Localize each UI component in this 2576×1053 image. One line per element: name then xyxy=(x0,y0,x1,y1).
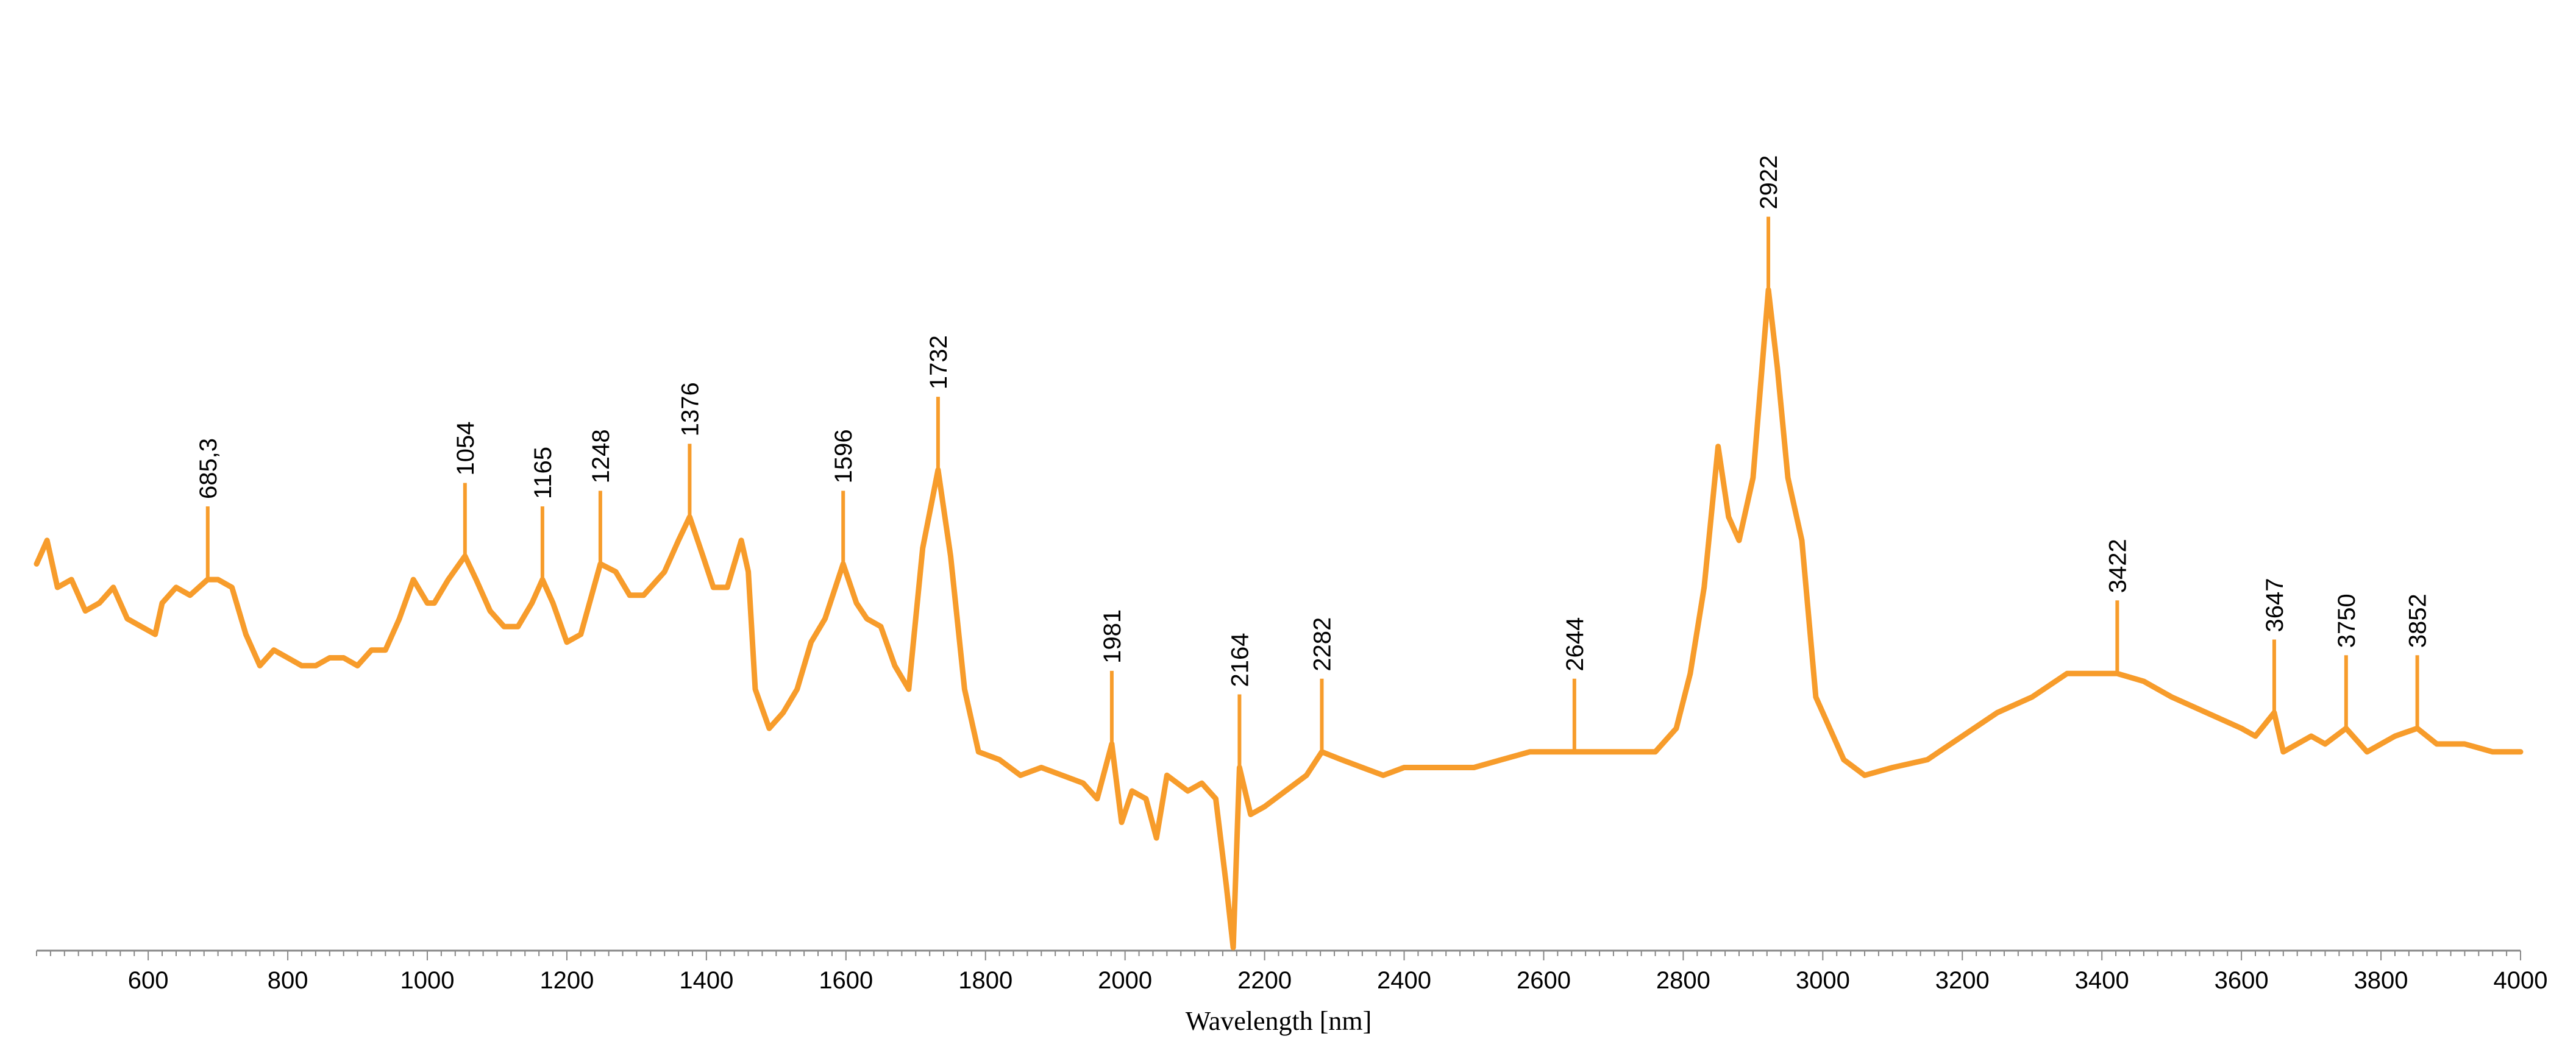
peak-label: 1248 xyxy=(588,429,614,483)
spectrum-line xyxy=(34,287,2524,951)
x-tick-label: 3200 xyxy=(1935,967,1990,994)
peak-label: 3647 xyxy=(2261,578,2288,633)
x-tick-label: 1600 xyxy=(819,967,873,994)
peak-label: 3750 xyxy=(2333,594,2360,648)
x-tick-label: 2600 xyxy=(1517,967,1571,994)
x-tick-label: 800 xyxy=(268,967,308,994)
peak-label: 2644 xyxy=(1562,617,1589,672)
x-tick-label: 1400 xyxy=(679,967,733,994)
x-tick-label: 2000 xyxy=(1098,967,1152,994)
peak-label: 1165 xyxy=(530,447,557,499)
x-tick-label: 2800 xyxy=(1656,967,1710,994)
peak-label: 3852 xyxy=(2405,594,2432,648)
x-tick-label: 3400 xyxy=(2075,967,2129,994)
peak-label: 3422 xyxy=(2104,539,2131,593)
peak-label: 1732 xyxy=(925,335,952,389)
peak-annotations: 685,3 1054 1165 1248 1376 1596 1732 1981 2164 228… xyxy=(195,155,2432,768)
peak-label: 1596 xyxy=(830,429,857,483)
peak-label: 1376 xyxy=(677,382,703,436)
peak-label: 2164 xyxy=(1226,633,1253,687)
x-axis-label: Wavelength [nm] xyxy=(1186,1006,1372,1036)
peak-label: 685,3 xyxy=(195,438,222,499)
peak-label: 2282 xyxy=(1309,617,1336,672)
peak-label: 1054 xyxy=(452,422,479,476)
peak-label: 2922 xyxy=(1756,155,1782,210)
x-axis: 600 800 1000 1200 1400 1600 1800 2000 2200 2400 26… xyxy=(36,949,2548,994)
x-tick-label: 2200 xyxy=(1237,967,1292,994)
x-tick-label: 1200 xyxy=(539,967,594,994)
x-tick-label: 1800 xyxy=(958,967,1012,994)
x-tick-label: 600 xyxy=(128,967,169,994)
series-layer xyxy=(34,287,2524,951)
x-tick-label: 3600 xyxy=(2215,967,2269,994)
x-tick-label: 2400 xyxy=(1377,967,1431,994)
x-tick-label: 4000 xyxy=(2494,967,2548,994)
x-tick-label: 3000 xyxy=(1796,967,1850,994)
peak-label: 1981 xyxy=(1099,609,1126,664)
x-tick-label: 3800 xyxy=(2354,967,2408,994)
x-tick-label: 1000 xyxy=(400,967,455,994)
